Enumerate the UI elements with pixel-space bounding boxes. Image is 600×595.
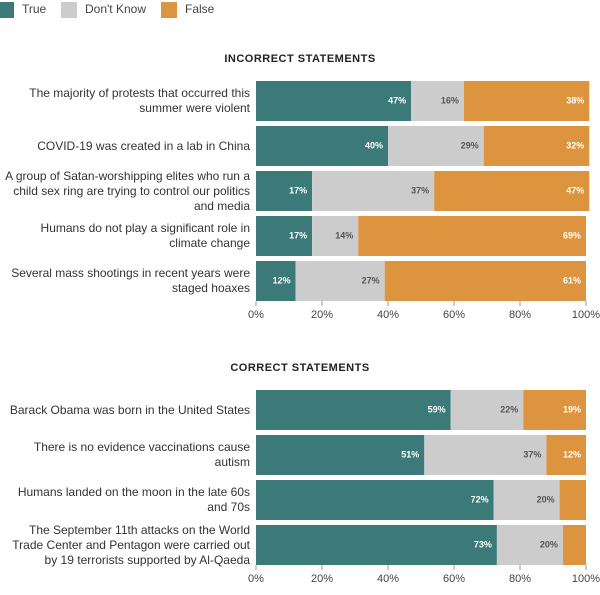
value-label: 37% [411, 185, 429, 195]
bar-segment [523, 390, 586, 430]
panel-title: INCORRECT STATEMENTS [224, 53, 375, 65]
value-label: 61% [563, 275, 581, 285]
bar-segment [546, 435, 586, 475]
category-label: Several mass shootings in recent years w… [11, 266, 250, 295]
value-label: 29% [461, 140, 479, 150]
bar-segment [388, 126, 484, 166]
category-label: Humans landed on the moon in the late 60… [17, 485, 250, 514]
bar-segment [256, 525, 497, 565]
x-tick-label: 100% [572, 573, 600, 585]
bar-segment [450, 390, 524, 430]
value-label: 69% [563, 230, 581, 240]
category-label: Barack Obama was born in the United Stat… [9, 402, 250, 417]
x-tick-label: 40% [377, 573, 399, 585]
value-label: 32% [566, 140, 584, 150]
bar-segment [256, 435, 425, 475]
bar-segment [496, 525, 563, 565]
value-label: 27% [362, 275, 380, 285]
category-label: A group of Satan-worshipping elites who … [5, 168, 250, 213]
bar-segment [256, 390, 451, 430]
bar-segment [434, 171, 590, 211]
value-label: 47% [566, 185, 584, 195]
bar-segment [358, 216, 586, 256]
bar-segment [256, 81, 412, 121]
category-label: The majority of protests that occurred t… [29, 86, 250, 115]
category-label: The September 11th attacks on the World … [12, 522, 250, 567]
value-label: 40% [365, 140, 383, 150]
bar-segment [256, 216, 313, 256]
value-label: 17% [289, 230, 307, 240]
value-label: 72% [471, 494, 489, 504]
bar-segment [411, 81, 464, 121]
x-tick-label: 80% [509, 309, 531, 321]
bar-segment [256, 480, 494, 520]
bar-segment [424, 435, 547, 475]
bar-segment [256, 171, 313, 211]
x-tick-label: 20% [311, 573, 333, 585]
panel-title: CORRECT STATEMENTS [230, 362, 369, 374]
bar-segment [312, 216, 359, 256]
value-label: 59% [428, 404, 446, 414]
x-tick-label: 40% [377, 309, 399, 321]
legend-label: Don't Know [85, 2, 146, 16]
bar-segment [256, 126, 388, 166]
value-label: 47% [388, 95, 406, 105]
x-tick-label: 60% [443, 573, 465, 585]
bar-segment [493, 480, 560, 520]
bar-segment [384, 261, 586, 301]
value-label: 17% [289, 185, 307, 195]
bar-segment [562, 525, 586, 565]
value-label: 73% [474, 539, 492, 549]
value-label: 12% [563, 449, 581, 459]
bar-segment [312, 171, 435, 211]
bar-segment [559, 480, 586, 520]
value-label: 16% [441, 95, 459, 105]
legend-label: False [185, 2, 215, 16]
value-label: 20% [537, 494, 555, 504]
value-label: 37% [523, 449, 541, 459]
legend-swatch [61, 2, 77, 18]
value-label: 14% [335, 230, 353, 240]
value-label: 12% [273, 275, 291, 285]
bar-segment [256, 261, 296, 301]
x-tick-label: 100% [572, 309, 600, 321]
bar-segment [463, 81, 590, 121]
bar-segment [295, 261, 385, 301]
value-label: 38% [566, 95, 584, 105]
value-label: 20% [540, 539, 558, 549]
value-label: 22% [500, 404, 518, 414]
category-label: There is no evidence vaccinations cause … [33, 440, 250, 469]
legend-swatch [0, 2, 14, 18]
value-label: 19% [563, 404, 581, 414]
category-label: COVID-19 was created in a lab in China [37, 138, 250, 153]
x-tick-label: 20% [311, 309, 333, 321]
x-tick-label: 60% [443, 309, 465, 321]
value-label: 51% [401, 449, 419, 459]
category-label: Humans do not play a significant role in… [40, 221, 250, 250]
bar-segment [483, 126, 590, 166]
x-tick-label: 0% [248, 309, 264, 321]
legend-label: True [22, 2, 47, 16]
x-tick-label: 80% [509, 573, 531, 585]
legend-swatch [161, 2, 177, 18]
x-tick-label: 0% [248, 573, 264, 585]
